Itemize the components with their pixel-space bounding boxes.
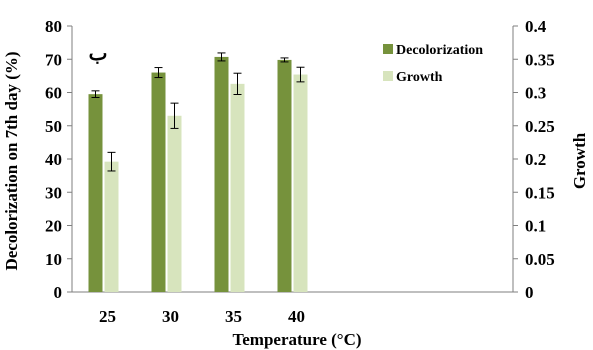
y-right-tick-label: 0.3 (525, 84, 546, 103)
y-left-tick-label: 30 (45, 183, 62, 202)
bar-decolorization-25 (88, 94, 103, 292)
bar-growth-30 (167, 115, 182, 293)
y-right-tick-label: 0.1 (525, 217, 546, 236)
axes (67, 25, 518, 293)
y-axis-right-label: Growth (570, 132, 589, 189)
bar-decolorization-30 (151, 72, 166, 292)
annotation-label: ب (89, 43, 108, 65)
y-right-tick-label: 0.05 (525, 250, 555, 269)
legend-label-decolorization: Decolorization (396, 43, 483, 58)
x-tick-label: 35 (225, 307, 242, 326)
x-tick-label: 40 (288, 307, 305, 326)
y-axis-left-label: Decolorization on 7th day (%) (2, 51, 21, 270)
y-left-tick-label: 50 (45, 117, 62, 136)
y-left-tick-label: 40 (45, 150, 62, 169)
legend-label-growth: Growth (396, 70, 443, 85)
tick-labels: 0 10 20 30 40 50 60 70 80 0 0.05 0.1 0.15 0.2 0.25 0.3 0… (45, 17, 555, 326)
bar-growth-40 (293, 74, 308, 292)
bar-decolorization-40 (277, 59, 292, 292)
bar-growth-25 (104, 161, 119, 292)
x-tick-label: 30 (162, 307, 179, 326)
legend-swatch-decolorization (383, 44, 393, 54)
y-left-tick-label: 20 (45, 217, 62, 236)
bar-decolorization-35 (214, 56, 229, 292)
y-left-tick-label: 80 (45, 17, 62, 36)
bars (88, 52, 308, 293)
y-right-tick-label: 0.15 (525, 183, 555, 202)
y-left-tick-label: 70 (45, 50, 62, 69)
y-right-tick-label: 0.35 (525, 50, 555, 69)
x-axis-label: Temperature (°C) (232, 330, 361, 349)
legend-swatch-growth (383, 71, 393, 81)
bar-growth-35 (230, 83, 245, 292)
y-right-tick-label: 0 (525, 283, 534, 302)
y-left-tick-label: 10 (45, 250, 62, 269)
x-tick-label: 25 (99, 307, 116, 326)
y-right-tick-label: 0.2 (525, 150, 546, 169)
y-left-tick-label: 0 (54, 283, 63, 302)
y-right-tick-label: 0.25 (525, 117, 555, 136)
legend: Decolorization Growth (383, 43, 483, 85)
y-right-tick-label: 0.4 (525, 17, 547, 36)
y-left-tick-label: 60 (45, 84, 62, 103)
